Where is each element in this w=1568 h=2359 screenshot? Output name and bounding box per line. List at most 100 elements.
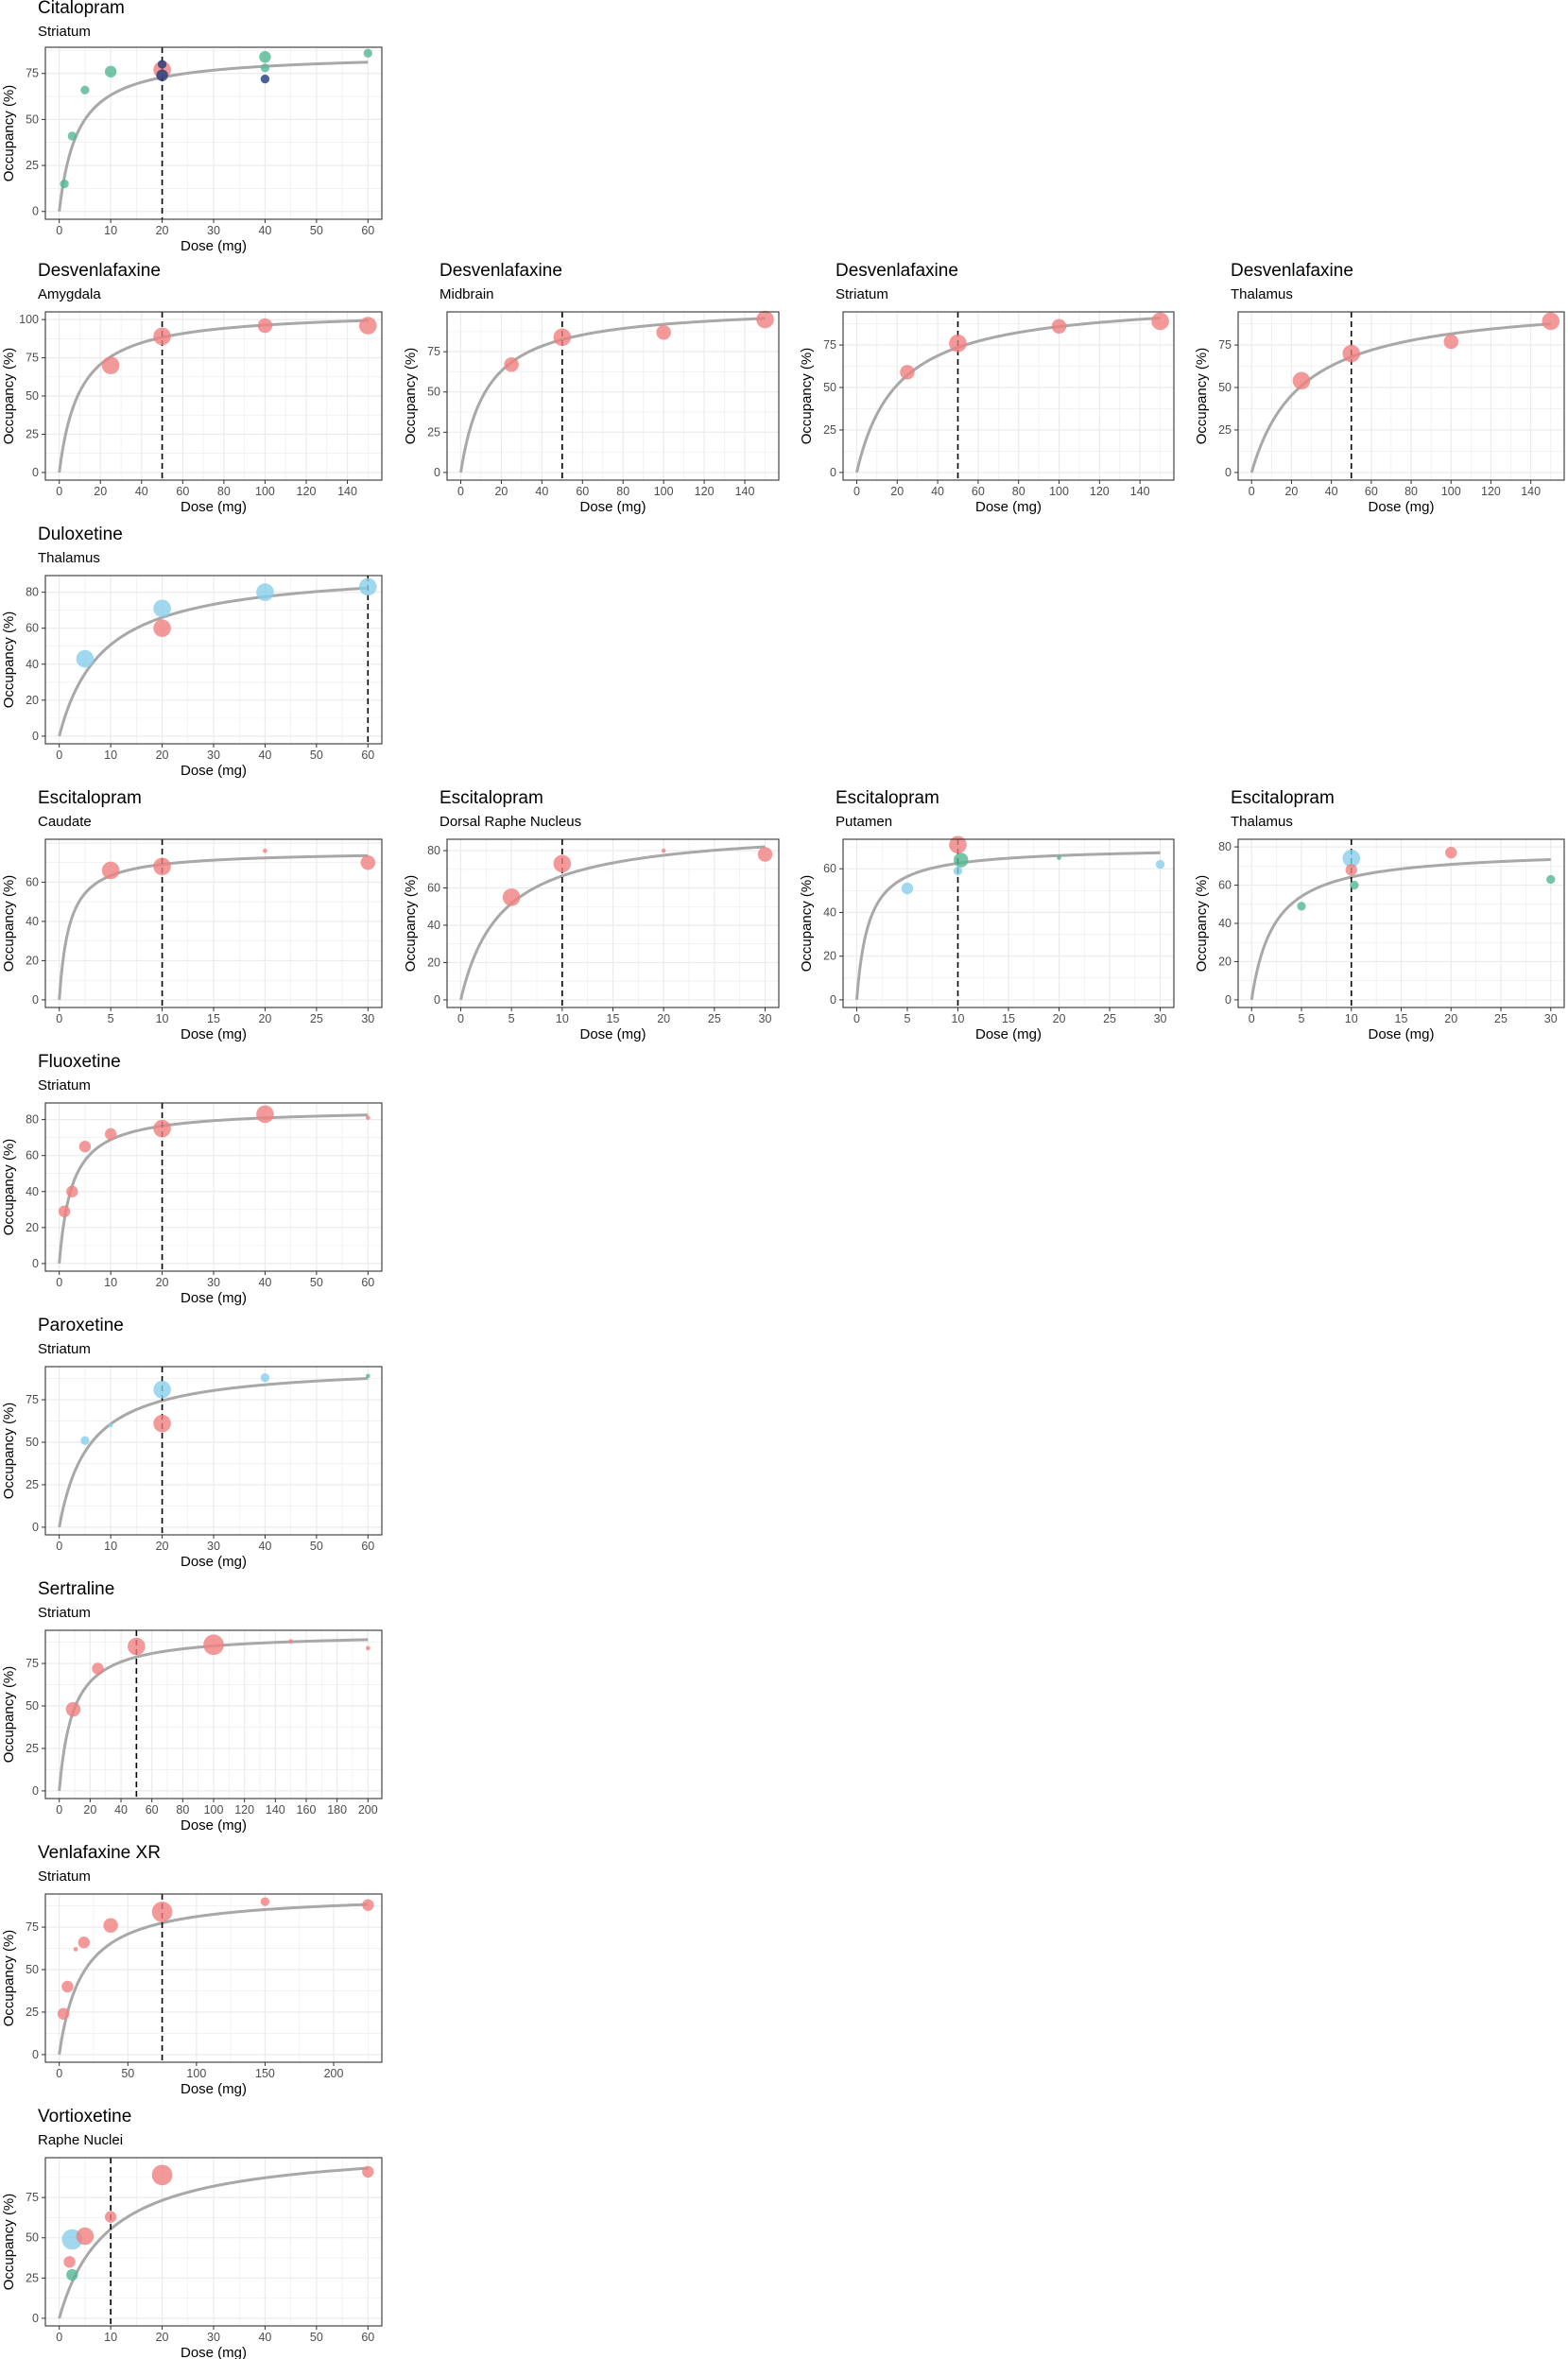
data-point: [1151, 312, 1169, 331]
data-point: [1350, 880, 1359, 890]
data-point: [1345, 864, 1357, 876]
y-axis-label: Occupancy (%): [799, 348, 815, 445]
data-point: [101, 356, 120, 374]
panel-border: [44, 1102, 383, 1272]
x-tick-label: 20: [890, 485, 904, 498]
x-tick-label: 5: [904, 1012, 910, 1025]
x-tick-label: 30: [759, 1012, 772, 1025]
data-point: [104, 65, 117, 77]
x-tick-label: 140: [1521, 485, 1541, 498]
y-axis-label: Occupancy (%): [403, 875, 419, 973]
x-tick-label: 30: [207, 2331, 220, 2344]
x-tick-label: 100: [1049, 485, 1069, 498]
data-point: [1051, 319, 1067, 335]
y-tick-label: 40: [823, 905, 836, 919]
x-tick-label: 20: [258, 1012, 271, 1025]
panel-title: Escitalopram: [836, 788, 939, 808]
x-tick-label: 0: [56, 1012, 62, 1025]
x-axis-label: Dose (mg): [1368, 499, 1434, 515]
x-tick-label: 0: [853, 485, 860, 498]
data-point: [256, 1105, 274, 1124]
x-tick-label: 25: [310, 1012, 323, 1025]
chart-panel-2: Desvenlafaxine Midbrain 0 20 40 60 80 100 120 140…: [403, 261, 780, 515]
data-point: [151, 1902, 173, 1922]
panel-border: [842, 311, 1175, 481]
y-tick-label: 0: [830, 466, 836, 479]
panel-subtitle: Amygdala: [38, 286, 101, 302]
y-tick-label: 75: [26, 352, 39, 365]
y-tick-label: 60: [26, 1149, 39, 1162]
data-point: [260, 63, 270, 73]
x-tick-label: 120: [1090, 485, 1110, 498]
x-axis-label: Dose (mg): [181, 1290, 247, 1306]
data-point: [359, 317, 377, 335]
panel-title: Citalopram: [38, 0, 125, 18]
data-point: [260, 1897, 270, 1906]
y-tick-label: 25: [26, 1742, 39, 1755]
x-axis-label: Dose (mg): [181, 1817, 247, 1834]
x-axis-label: Dose (mg): [181, 763, 247, 779]
y-tick-label: 0: [32, 2048, 39, 2061]
panel-title: Fluoxetine: [38, 1052, 121, 1072]
data-point: [1542, 312, 1560, 331]
x-tick-label: 50: [310, 224, 323, 237]
x-tick-label: 50: [121, 2067, 134, 2080]
x-tick-label: 60: [1365, 485, 1378, 498]
y-tick-label: 40: [26, 915, 39, 928]
chart-panel-14: Vortioxetine Raphe Nuclei 0 10 20 30 40 50 60 0 25…: [1, 2107, 383, 2359]
x-tick-label: 20: [1053, 1012, 1066, 1025]
data-point: [92, 1662, 104, 1675]
y-axis-label: Occupancy (%): [1, 875, 17, 973]
y-tick-label: 0: [434, 993, 440, 1007]
y-tick-label: 80: [1218, 840, 1232, 853]
x-tick-label: 40: [1325, 485, 1338, 498]
data-point: [1445, 846, 1457, 859]
y-tick-label: 60: [1218, 879, 1232, 892]
x-tick-label: 0: [457, 1012, 464, 1025]
y-tick-label: 60: [427, 882, 440, 895]
x-tick-label: 0: [1249, 485, 1255, 498]
data-point: [288, 1639, 293, 1644]
panel-subtitle: Striatum: [38, 1868, 91, 1885]
x-tick-label: 60: [361, 2331, 374, 2344]
chart-panel-5: Duloxetine Thalamus 0 10 20 30 40 50 60 0 20 40 60 80…: [1, 525, 383, 779]
x-tick-label: 0: [56, 749, 62, 762]
data-point: [360, 854, 376, 870]
data-point: [953, 866, 963, 876]
panel-subtitle: Thalamus: [1231, 286, 1293, 302]
y-tick-label: 25: [26, 427, 39, 440]
x-tick-label: 15: [207, 1012, 220, 1025]
y-tick-label: 0: [32, 1784, 39, 1798]
y-tick-label: 40: [26, 1185, 39, 1198]
data-point: [104, 2211, 117, 2223]
panel-subtitle: Midbrain: [439, 286, 494, 302]
x-tick-label: 20: [156, 1276, 169, 1289]
panel-subtitle: Striatum: [38, 24, 91, 40]
y-tick-label: 0: [32, 1257, 39, 1270]
x-tick-label: 0: [56, 1276, 62, 1289]
data-point: [67, 131, 77, 141]
data-point: [362, 1899, 374, 1911]
plot-background: [447, 312, 779, 480]
y-tick-label: 25: [823, 423, 836, 437]
y-tick-label: 25: [1218, 423, 1232, 437]
x-tick-label: 30: [1544, 1012, 1558, 1025]
x-axis-label: Dose (mg): [181, 1026, 247, 1042]
y-tick-label: 50: [26, 1699, 39, 1713]
y-axis-label: Occupancy (%): [799, 875, 815, 973]
x-tick-label: 10: [156, 1012, 169, 1025]
x-tick-label: 25: [1494, 1012, 1508, 1025]
x-axis-label: Dose (mg): [975, 499, 1042, 515]
data-point: [1546, 874, 1556, 885]
x-tick-label: 30: [361, 1012, 374, 1025]
x-tick-label: 40: [258, 1540, 271, 1553]
data-point: [153, 1119, 171, 1138]
panel-subtitle: Raphe Nuclei: [38, 2132, 123, 2148]
x-tick-label: 20: [156, 224, 169, 237]
y-tick-label: 75: [427, 345, 440, 358]
data-point: [1443, 334, 1459, 350]
x-axis-label: Dose (mg): [181, 238, 247, 254]
x-tick-label: 60: [361, 1540, 374, 1553]
y-tick-label: 100: [19, 313, 39, 326]
x-tick-label: 80: [616, 485, 629, 498]
